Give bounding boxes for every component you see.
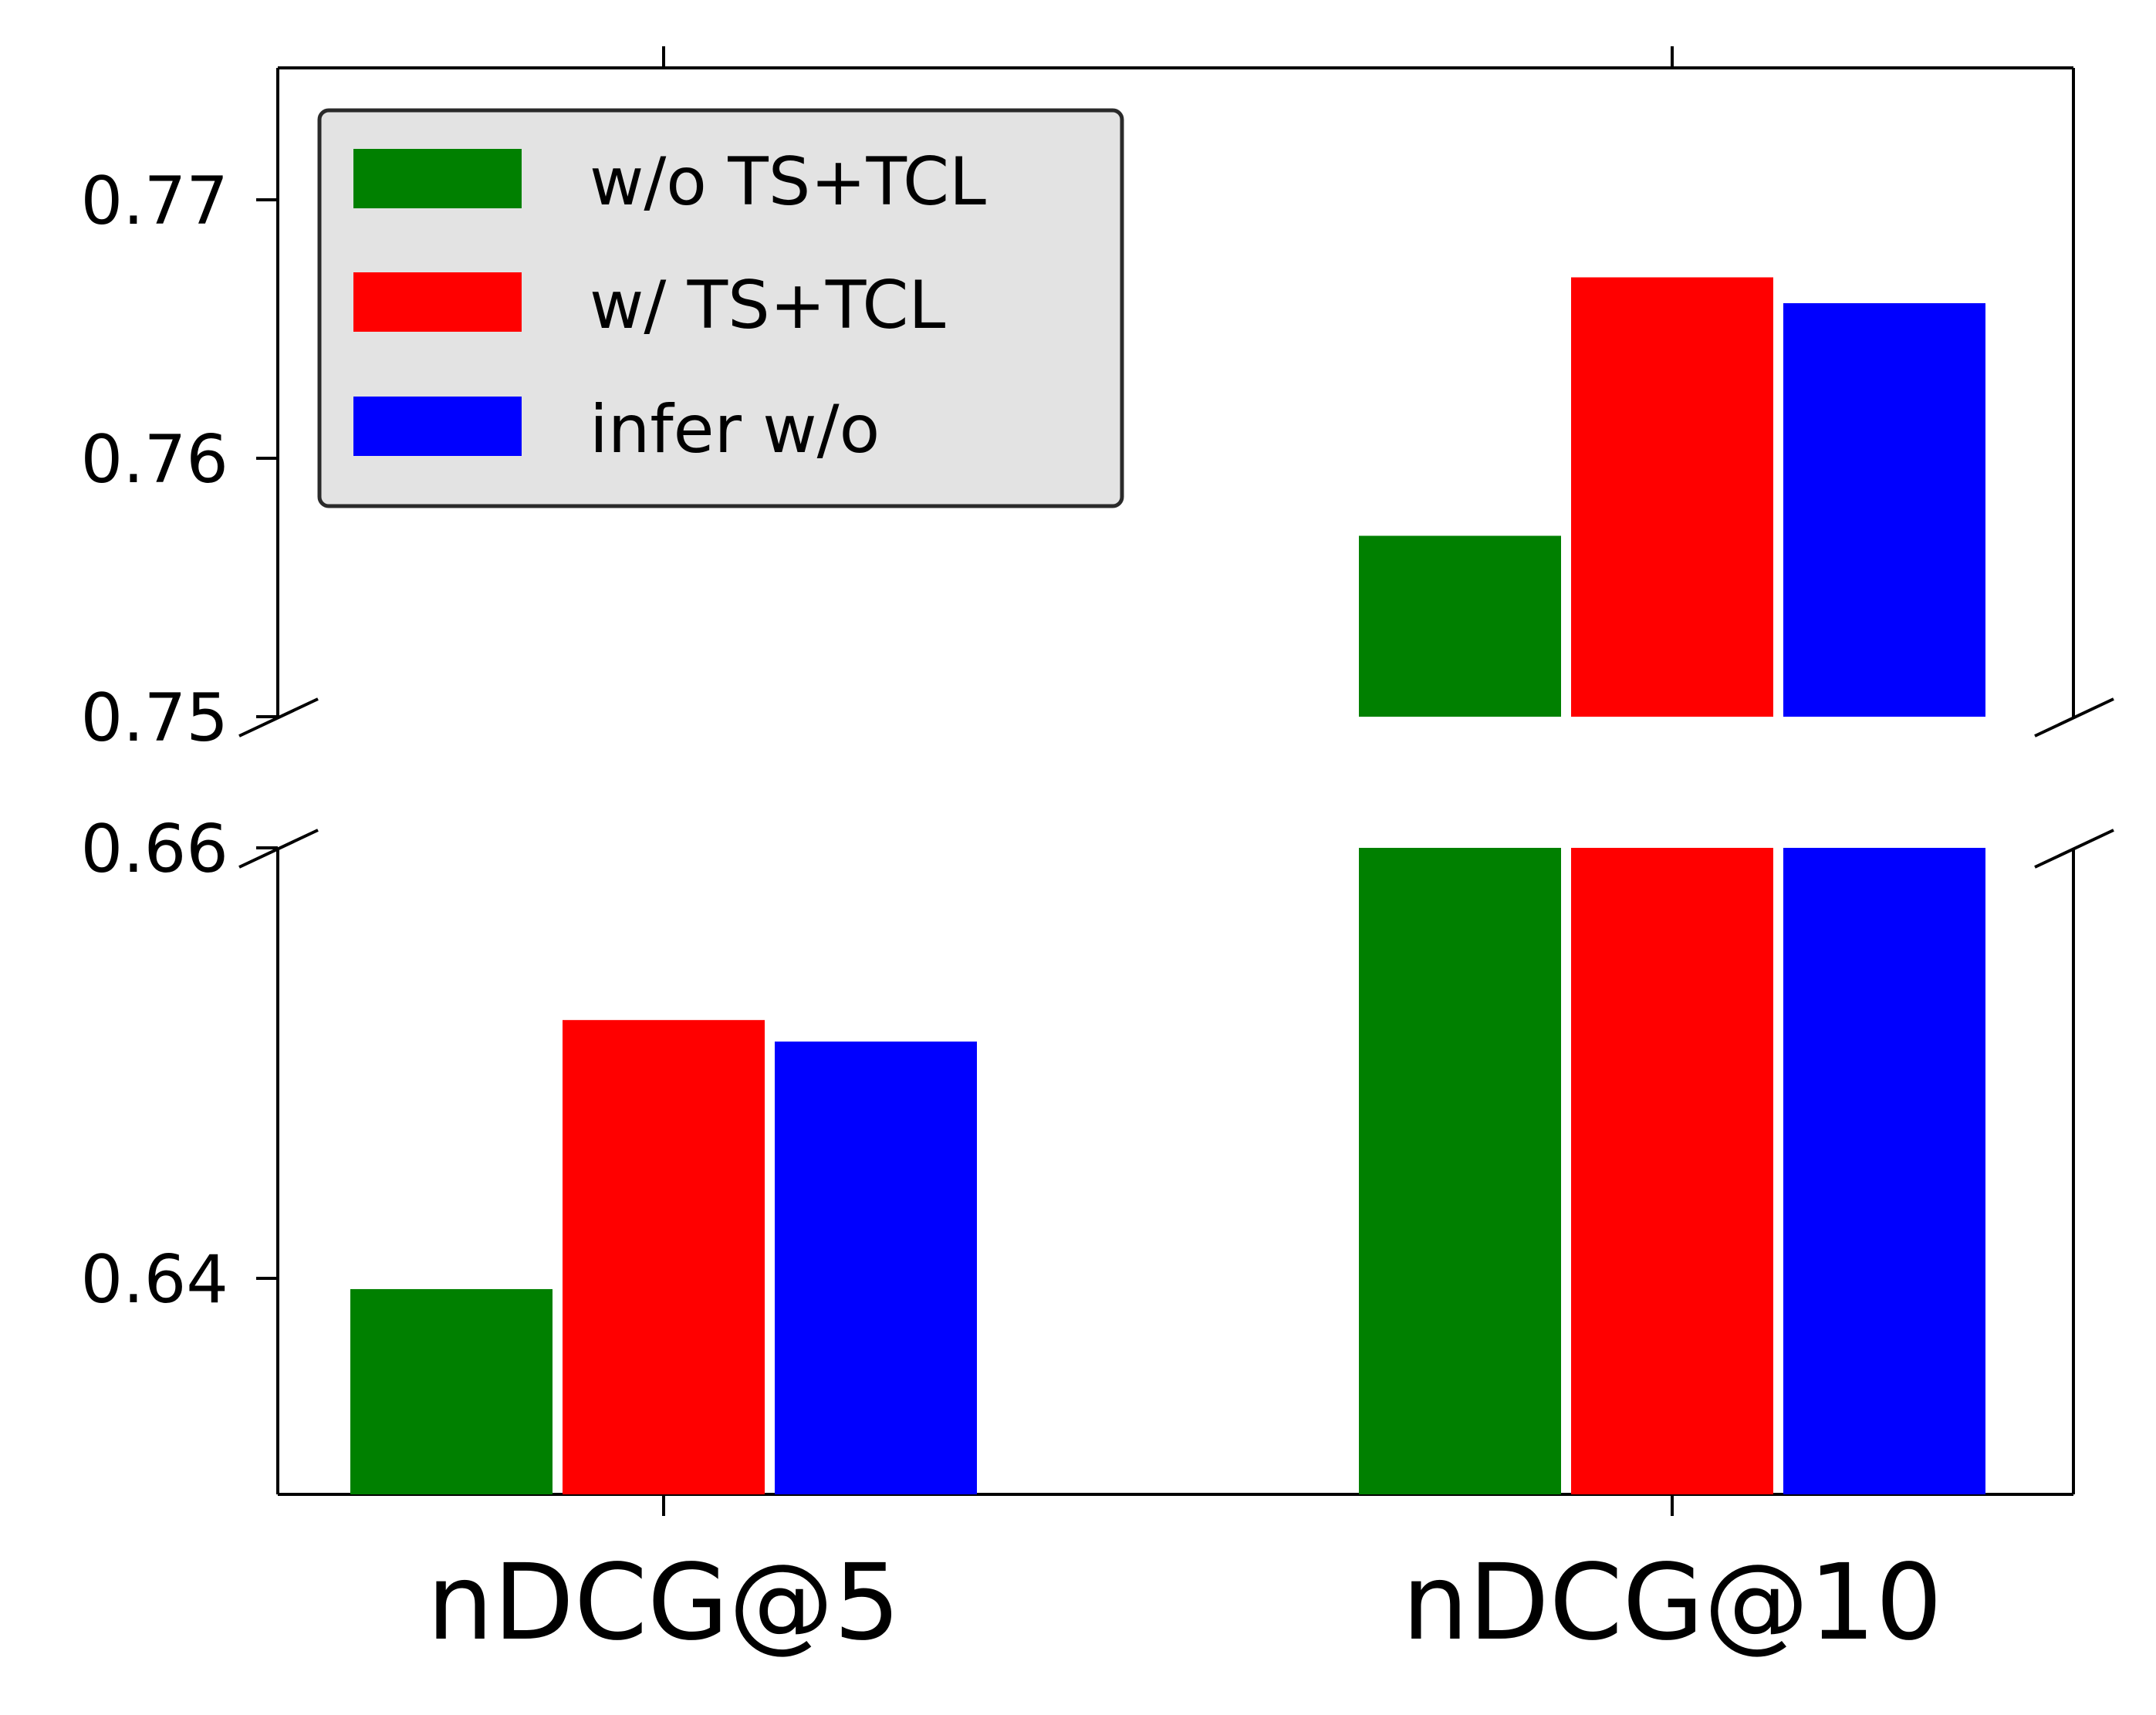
legend-label-2: infer w/o — [590, 391, 880, 468]
x-tick-label: nDCG@10 — [1402, 1542, 1942, 1664]
y-tick-label: 0.64 — [81, 1241, 228, 1318]
y-tick-label: 0.76 — [81, 421, 228, 498]
y-tick-label: 0.66 — [81, 811, 228, 888]
legend-swatch-green — [353, 149, 522, 208]
bars-upper-panel — [1359, 277, 1985, 717]
axis-break-mark — [238, 697, 319, 738]
axis-break-mark — [2034, 829, 2114, 869]
legend-label-1: w/ TS+TCL — [590, 267, 945, 344]
y-tick-label: 0.77 — [81, 163, 228, 240]
bar-lower-nDCG@10-w/ TS+TCL — [1571, 848, 1773, 1494]
bars-lower-panel — [350, 848, 1985, 1494]
bar-lower-nDCG@10-infer w/o — [1783, 848, 1985, 1494]
bar-lower-nDCG@5-infer w/o — [775, 1041, 977, 1494]
bar-lower-nDCG@10-w/o TS+TCL — [1359, 848, 1561, 1494]
bar-lower-nDCG@5-w/ TS+TCL — [563, 1020, 765, 1494]
axis-break-mark — [238, 829, 319, 869]
y-axis-ticks: 0.77 0.76 0.75 0.66 0.64 — [81, 163, 278, 1318]
legend-swatch-blue — [353, 397, 522, 456]
bar-lower-nDCG@5-w/o TS+TCL — [350, 1288, 553, 1494]
axis-break-mark — [2034, 697, 2114, 738]
bar-upper-nDCG@10-infer w/o — [1783, 303, 1985, 717]
legend-label-0: w/o TS+TCL — [590, 143, 986, 221]
y-tick-label: 0.75 — [81, 680, 228, 757]
x-axis-ticks: nDCG@5 nDCG@10 — [427, 46, 1942, 1664]
legend: w/o TS+TCL w/ TS+TCL infer w/o — [317, 108, 1124, 508]
bar-upper-nDCG@10-w/o TS+TCL — [1359, 535, 1561, 717]
x-tick-label: nDCG@5 — [427, 1542, 901, 1664]
bar-upper-nDCG@10-w/ TS+TCL — [1571, 277, 1773, 717]
legend-swatch-red — [353, 272, 522, 332]
